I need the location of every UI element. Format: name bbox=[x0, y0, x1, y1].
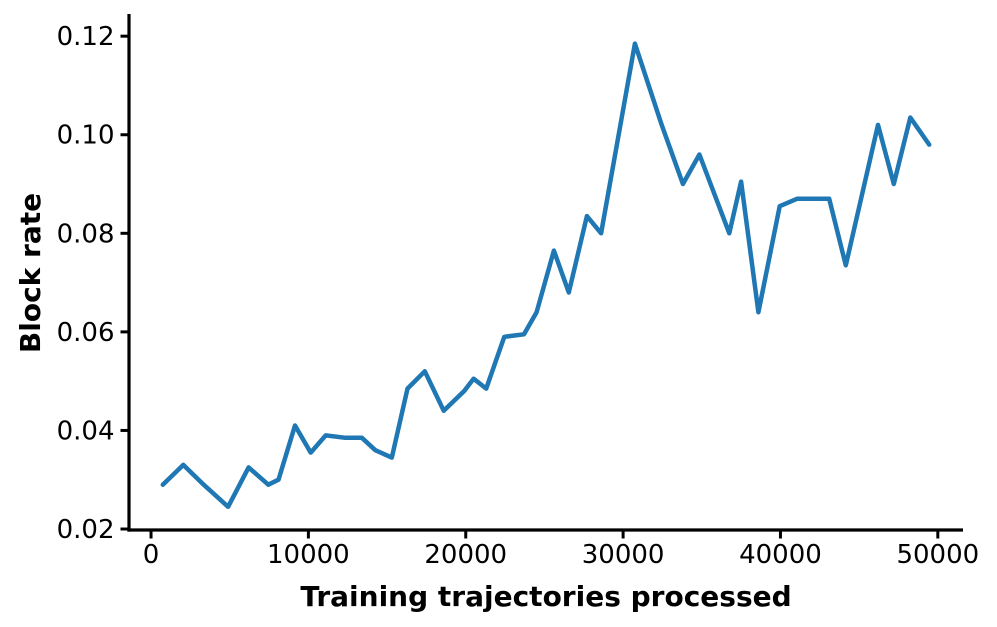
y-tick-label: 0.12 bbox=[57, 22, 115, 52]
y-tick-label: 0.08 bbox=[57, 219, 115, 249]
y-tick-label: 0.10 bbox=[57, 121, 115, 151]
x-tick-label: 50000 bbox=[896, 540, 979, 570]
y-tick-label: 0.02 bbox=[57, 515, 115, 545]
x-tick-label: 0 bbox=[143, 540, 160, 570]
y-axis-label: Block rate bbox=[14, 193, 47, 353]
x-tick-label: 30000 bbox=[582, 540, 665, 570]
y-tick-label: 0.04 bbox=[57, 416, 115, 446]
x-tick-label: 20000 bbox=[424, 540, 507, 570]
x-tick-label: 10000 bbox=[267, 540, 350, 570]
x-axis-label: Training trajectories processed bbox=[300, 580, 791, 613]
x-tick-label: 40000 bbox=[739, 540, 822, 570]
y-tick-label: 0.06 bbox=[57, 318, 115, 348]
block-rate-line bbox=[160, 41, 932, 510]
